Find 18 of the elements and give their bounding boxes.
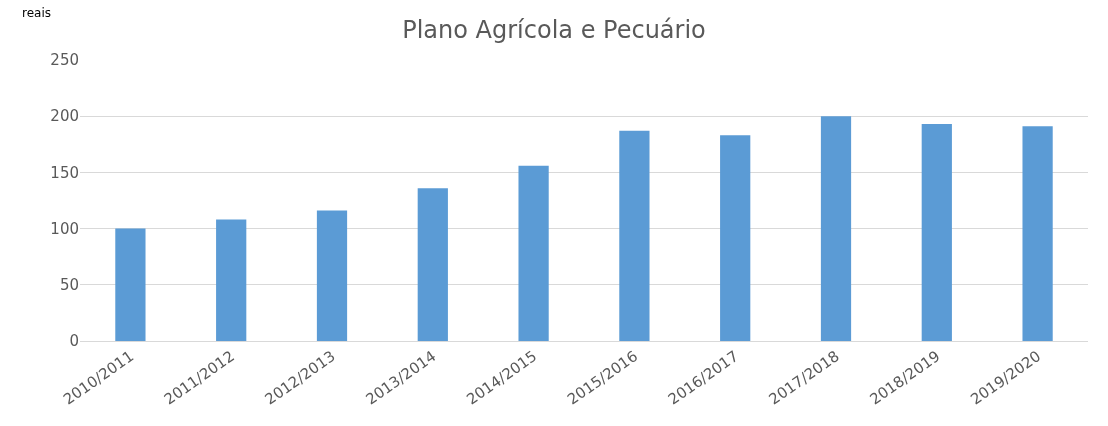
bar	[115, 228, 146, 341]
chart-title: Plano Agrícola e Pecuário	[402, 16, 706, 45]
y-tick-label: 50	[59, 276, 79, 295]
bar	[417, 188, 448, 341]
bar	[820, 116, 852, 341]
bar	[216, 219, 247, 341]
bar	[518, 165, 549, 341]
y-tick-label: 200	[50, 107, 79, 126]
y-tick-label: 0	[69, 332, 79, 351]
text: reais	[22, 6, 51, 20]
bar	[619, 130, 650, 341]
bar	[316, 210, 348, 341]
y-tick-label: 100	[50, 219, 79, 238]
y-tick-label: 150	[50, 163, 79, 182]
y-tick-label: 250	[50, 51, 79, 70]
bar	[1022, 126, 1053, 341]
bar	[720, 135, 751, 341]
bar	[921, 124, 952, 341]
